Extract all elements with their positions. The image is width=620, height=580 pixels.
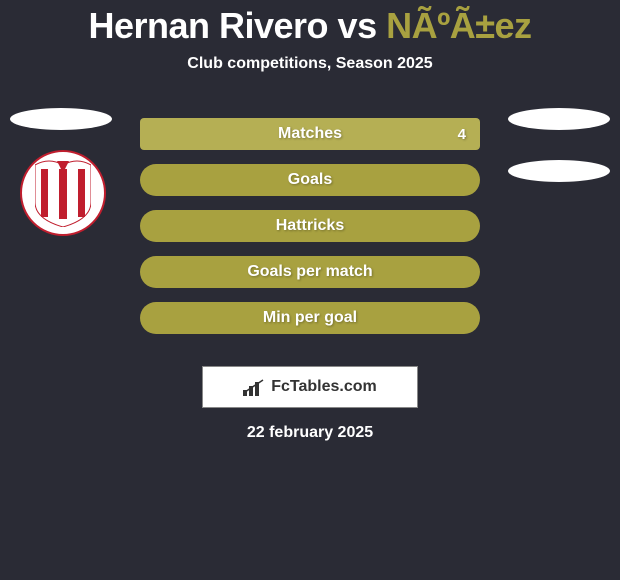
club2-logo-placeholder xyxy=(508,160,610,182)
stat-bar-hattricks: Hattricks xyxy=(140,210,480,242)
stat-bar-min-per-goal: Min per goal xyxy=(140,302,480,334)
stat-value: 4 xyxy=(458,126,466,143)
stat-bar-matches: Matches 4 xyxy=(140,118,480,150)
player2-avatar-placeholder xyxy=(508,108,610,130)
stat-label: Goals xyxy=(288,171,332,189)
stat-bar-goals-per-match: Goals per match xyxy=(140,256,480,288)
stats-section: Matches 4 Goals Hattricks Goals per matc… xyxy=(0,118,620,348)
brand-name: FcTables.com xyxy=(271,378,377,396)
stat-label: Matches xyxy=(278,125,342,143)
shield-icon xyxy=(35,157,91,227)
stat-label: Min per goal xyxy=(263,309,357,327)
left-column xyxy=(10,108,112,236)
stat-label: Hattricks xyxy=(276,217,344,235)
brand-box[interactable]: FcTables.com xyxy=(202,366,418,408)
player1-avatar-placeholder xyxy=(10,108,112,130)
stat-bar-goals: Goals xyxy=(140,164,480,196)
player1-name: Hernan Rivero xyxy=(88,5,328,46)
right-column xyxy=(508,108,610,202)
stats-bars: Matches 4 Goals Hattricks Goals per matc… xyxy=(140,118,480,348)
vs-text: vs xyxy=(338,5,377,46)
subtitle: Club competitions, Season 2025 xyxy=(0,55,620,73)
stat-label: Goals per match xyxy=(247,263,372,281)
date-text: 22 february 2025 xyxy=(0,424,620,442)
comparison-card: Hernan Rivero vs NÃºÃ±ez Club competitio… xyxy=(0,0,620,442)
club-logo xyxy=(20,150,106,236)
chart-icon xyxy=(243,378,265,396)
page-title: Hernan Rivero vs NÃºÃ±ez xyxy=(0,0,620,55)
player2-name: NÃºÃ±ez xyxy=(386,5,531,46)
